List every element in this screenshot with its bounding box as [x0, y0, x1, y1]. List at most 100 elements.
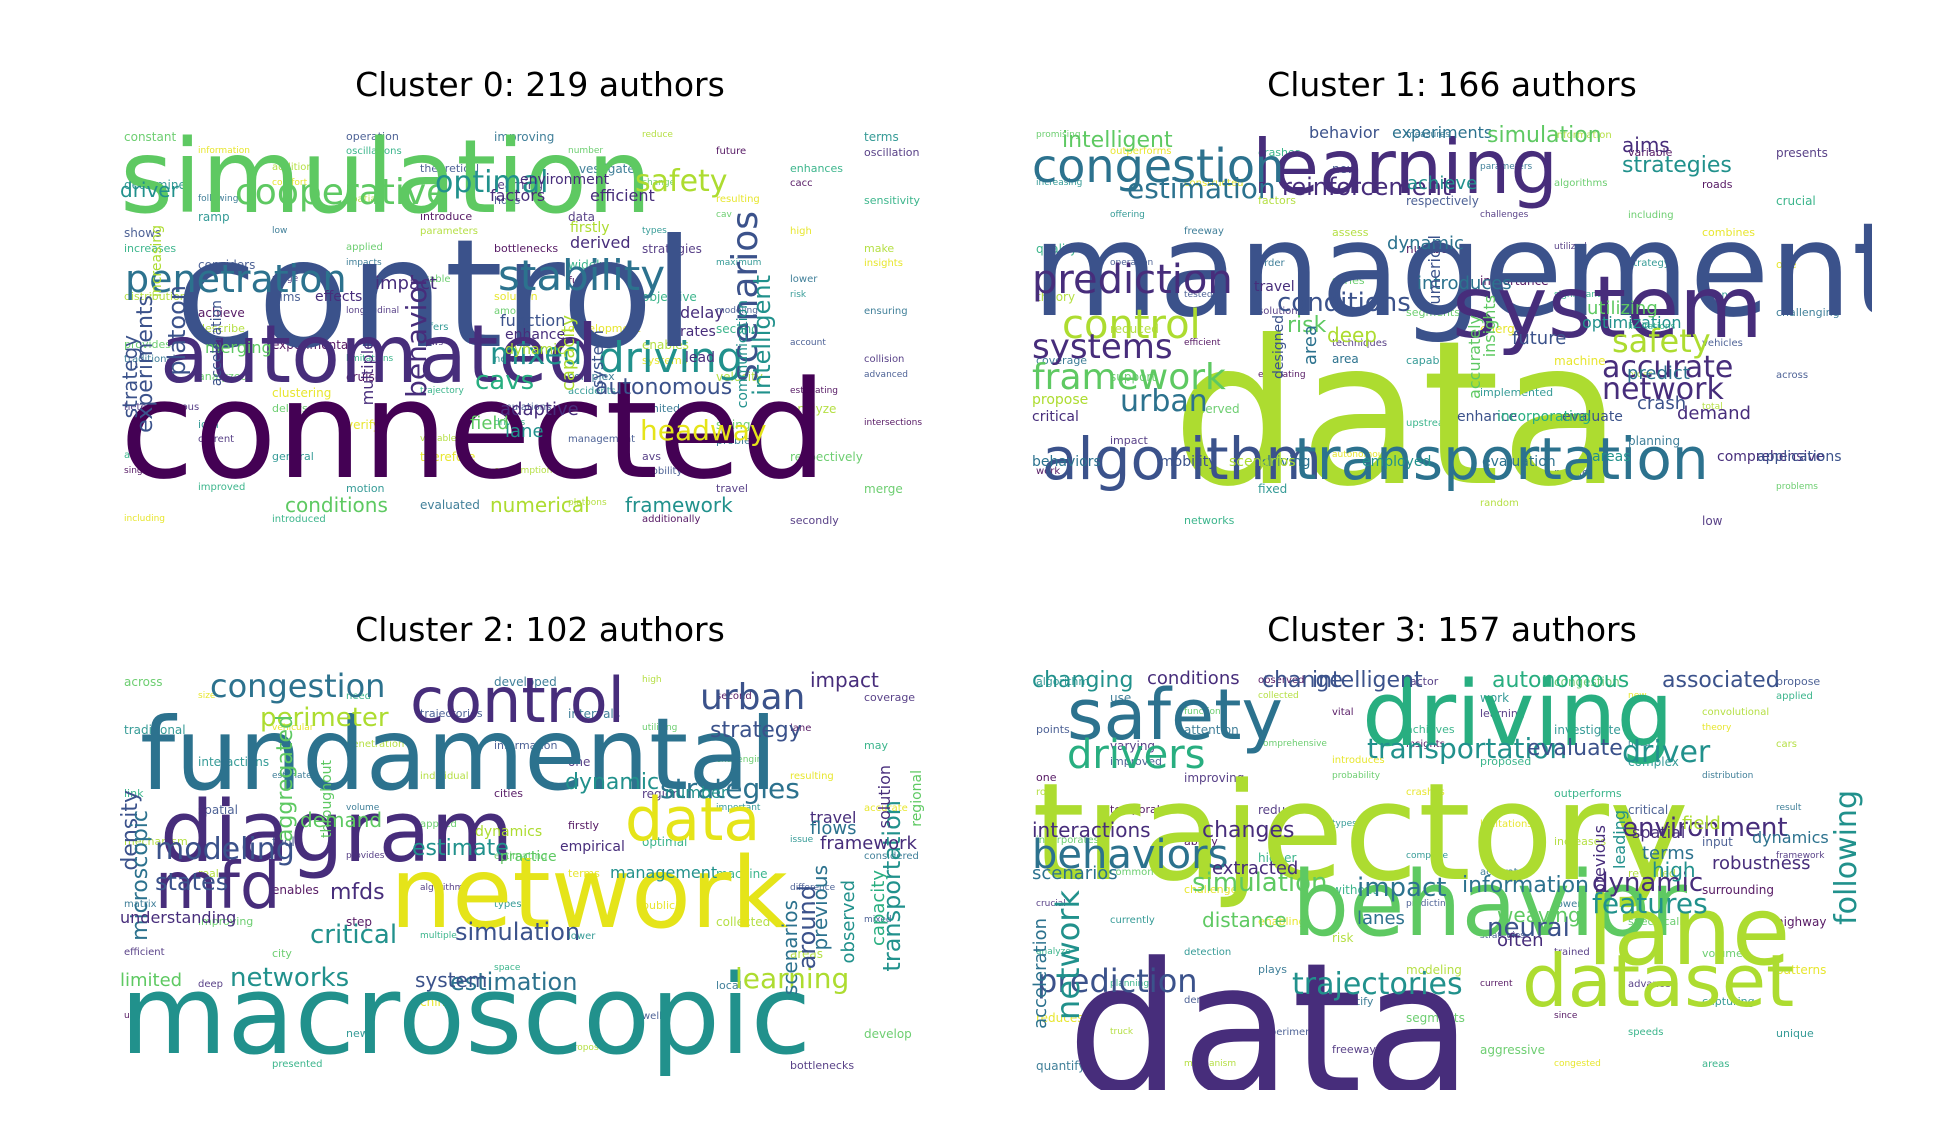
cluster-0-word: idm — [198, 418, 219, 431]
cluster-3-word: insights — [1406, 739, 1445, 750]
cluster-0-word: stable — [420, 274, 451, 285]
cluster-0-word: avs — [642, 450, 661, 463]
cluster-1-word: algorithm — [1042, 425, 1322, 493]
cluster-3-word: segments — [1406, 1011, 1465, 1025]
cluster-1-word: factors — [1258, 194, 1296, 207]
cluster-2-word: observed — [838, 880, 859, 964]
cluster-3-word: factor — [1406, 675, 1439, 688]
cluster-2-word: one — [568, 755, 591, 769]
cluster-0-word: simulation — [120, 125, 652, 237]
cluster-2-word: mechanism — [124, 835, 188, 848]
cluster-2-word: strategy — [710, 718, 802, 743]
cluster-0-word: including — [124, 514, 165, 524]
cluster-1-word: crashes — [1258, 146, 1301, 159]
cluster-2-word: space — [494, 963, 521, 973]
cluster-0-word: cavs — [475, 366, 535, 396]
cluster-0-word: modeling — [716, 306, 758, 316]
cluster-3-word: associated — [1662, 670, 1780, 693]
cluster-1-word: information — [1554, 130, 1612, 141]
cluster-3-word: areas — [1702, 1059, 1730, 1070]
cluster-1-word: techniques — [1332, 338, 1388, 349]
cluster-1-word: driving — [1262, 454, 1311, 470]
cluster-0-word: variable — [420, 434, 457, 444]
cluster-3-word: lane — [1587, 877, 1791, 987]
cluster-3-word: theory — [1702, 723, 1732, 733]
cluster-1-word: systems — [1032, 327, 1173, 367]
cluster-3-word: cars — [1776, 739, 1797, 750]
cluster-2-word: travel — [810, 808, 857, 827]
cluster-1-word: introduces — [1417, 273, 1512, 294]
cluster-3-word: volume — [1702, 947, 1743, 960]
cluster-1-word: observed — [1184, 402, 1240, 416]
cluster-0-word: accidents — [568, 386, 616, 397]
cluster-0-word: experimental — [272, 338, 352, 352]
cluster-3-word: complex — [1628, 755, 1679, 769]
cluster-1-word: offering — [1110, 210, 1145, 220]
cluster-3-word: dynamics — [1752, 828, 1829, 847]
cluster-1-word: crucial — [1776, 194, 1816, 208]
cluster-2-word: machine — [716, 867, 768, 881]
cluster-3-word: data — [1067, 925, 1473, 1091]
cluster-2-word: throughout — [319, 760, 335, 838]
cluster-1-word: applications — [1757, 449, 1842, 465]
cluster-2-word: matrix — [124, 899, 157, 910]
cluster-2-panel: Cluster 2: 102 authors macroscopic fundam… — [120, 610, 960, 1110]
cluster-0-word: limited — [642, 402, 680, 415]
cluster-2-word: deep — [198, 979, 223, 990]
cluster-2-word: lane — [790, 723, 812, 734]
cluster-1-word: evaluating — [1258, 370, 1306, 380]
cluster-2-word: optimal — [642, 835, 688, 849]
cluster-0-word: types — [642, 226, 667, 236]
cluster-0-word: following — [198, 194, 239, 204]
cluster-1-word: parameters — [1480, 162, 1533, 172]
cluster-2-word: solution — [875, 765, 894, 829]
cluster-2-word: control — [410, 670, 625, 737]
cluster-0-word: flows — [420, 338, 444, 348]
cluster-0-word: adaptive — [500, 399, 579, 420]
cluster-3-word: autonomous — [1492, 670, 1630, 693]
cluster-3-word: vital — [1332, 707, 1354, 718]
cluster-3-word: specifically — [1628, 915, 1689, 928]
cluster-2-word: issue — [790, 835, 814, 845]
cluster-1-word: strategy — [1628, 258, 1670, 269]
cluster-1-word: problems — [1776, 482, 1818, 492]
cluster-0-word: multiple — [358, 340, 377, 406]
cluster-0-word: applied — [346, 242, 383, 253]
cluster-1-word: problem — [1554, 466, 1600, 479]
cluster-2-word: mfds — [330, 880, 385, 905]
cluster-3-word: trajectories — [1292, 967, 1463, 1002]
cluster-0-word: lane — [505, 421, 544, 442]
cluster-1-word: solutions — [1258, 306, 1303, 317]
cluster-2-word: estimate — [412, 836, 509, 861]
cluster-0-word: single — [124, 466, 151, 476]
cluster-0-word: impact — [375, 273, 437, 294]
cluster-3-word: extracted — [1212, 858, 1299, 879]
cluster-3-word: increases — [1554, 835, 1607, 848]
cluster-1-word: control — [1062, 302, 1201, 348]
cluster-1-word: importance — [1480, 274, 1549, 288]
cluster-0-word: delay — [680, 303, 724, 322]
cluster-1-word: total — [1702, 402, 1723, 412]
cluster-2-word: learning — [735, 962, 850, 995]
cluster-1-word: significant — [1554, 290, 1601, 300]
cluster-3-wordcloud: data trajectory behavior driving lane dataset… — [1032, 670, 1872, 1090]
cluster-0-word: acceleration — [209, 300, 225, 387]
cluster-0-word: problem — [716, 434, 762, 447]
cluster-1-word: algorithms — [1554, 178, 1608, 189]
cluster-3-word: neural — [1487, 913, 1570, 943]
cluster-2-word: penetration — [346, 739, 405, 750]
cluster-2-word: framework — [820, 833, 917, 854]
cluster-0-word: among — [494, 306, 529, 317]
cluster-0-panel: Cluster 0: 219 authors simulation control… — [120, 65, 960, 565]
cluster-3-word: use — [1110, 691, 1132, 705]
cluster-1-word: order — [1258, 258, 1285, 269]
cluster-3-word: intelligent — [1312, 670, 1423, 693]
cluster-0-word: cooperative — [235, 172, 449, 213]
cluster-0-word: platoons — [568, 498, 607, 508]
cluster-3-word: high — [1652, 858, 1696, 882]
cluster-2-word: presented — [272, 1059, 323, 1070]
cluster-3-word: types — [1332, 819, 1357, 829]
cluster-1-word: employed — [1362, 454, 1432, 470]
cluster-2-word: enables — [272, 883, 319, 897]
cluster-3-word: risk — [1332, 931, 1354, 945]
